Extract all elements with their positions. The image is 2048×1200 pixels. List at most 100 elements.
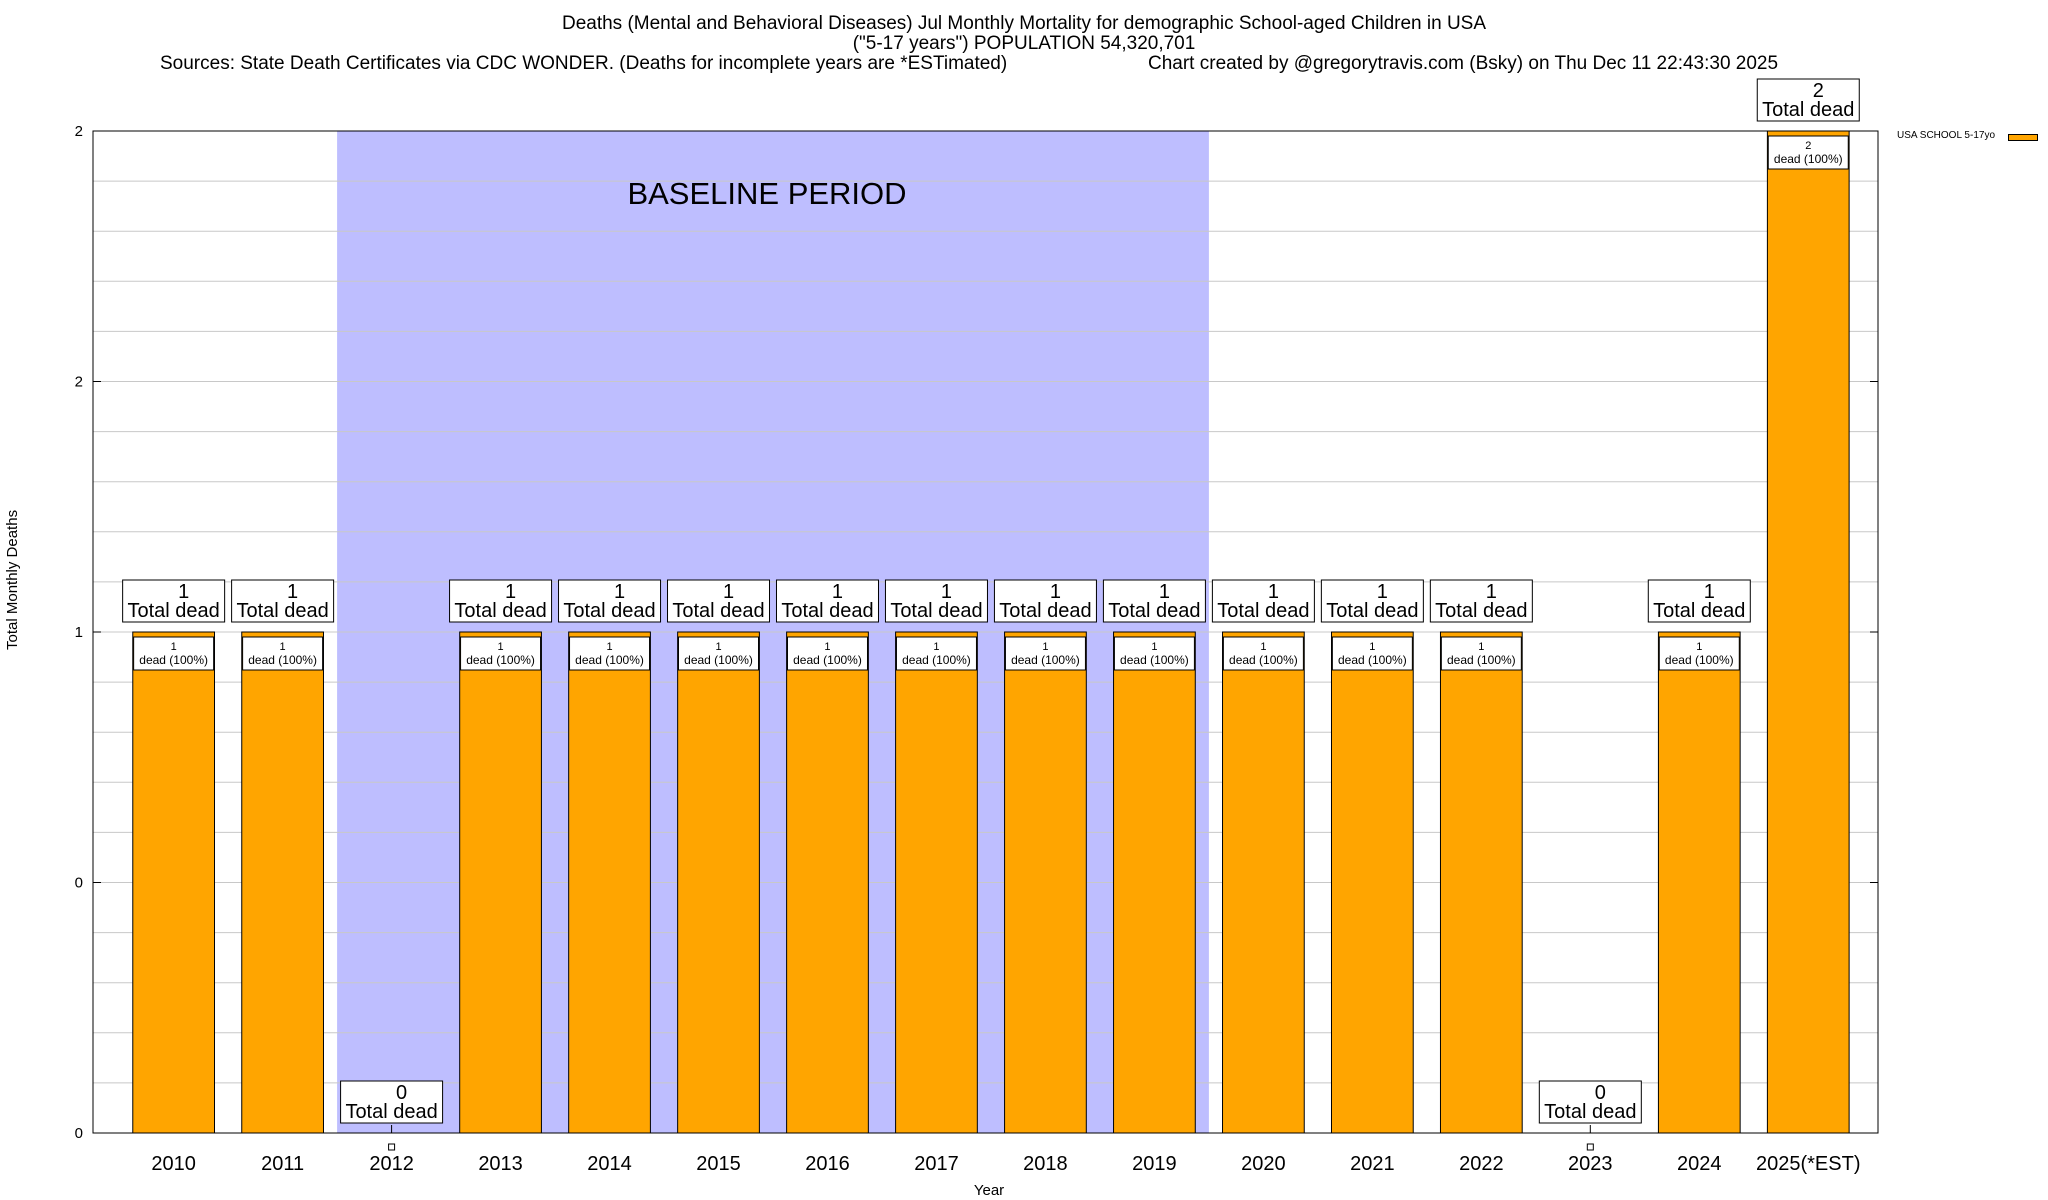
bar-total-label-box	[340, 1080, 444, 1124]
bar-inner-label-box	[1004, 636, 1086, 671]
bar-total-label: Total dead	[127, 600, 219, 622]
bar-total-label-box	[1647, 579, 1751, 623]
bar-total-value: 1	[1050, 581, 1061, 603]
bar-inner-label: dead (100%)	[1120, 653, 1189, 667]
bar	[1439, 631, 1523, 1134]
x-tick-label: 2013	[478, 1153, 523, 1175]
bar-total-label: Total dead	[1544, 1101, 1636, 1123]
y-axis-label: Total Monthly Deaths	[4, 509, 21, 650]
y-tick-label: 0	[75, 875, 83, 892]
x-tick-label: 2019	[1132, 1153, 1177, 1175]
x-axis-label: Year	[973, 1182, 1005, 1199]
y-tick-label: 1	[75, 624, 83, 641]
bar-inner-label: dead (100%)	[1447, 653, 1516, 667]
chart-credit: Chart created by @gregorytravis.com (Bsk…	[1148, 53, 1779, 74]
bar-inner-label: dead (100%)	[1665, 653, 1734, 667]
bar-total-value: 1	[1268, 581, 1279, 603]
bar-total-label-box	[1211, 579, 1315, 623]
bar-inner-count: 1	[1260, 641, 1266, 653]
x-tick-label: 2016	[805, 1153, 850, 1175]
bar-total-label-box	[1320, 579, 1424, 623]
bar-inner-count: 1	[280, 641, 286, 653]
bar-inner-count: 1	[1151, 641, 1157, 653]
x-tick-label: 2014	[587, 1153, 632, 1175]
y-tick-label: 0	[75, 1125, 83, 1142]
x-tick-label: 2015	[696, 1153, 741, 1175]
bar-total-label-box	[1102, 579, 1206, 623]
bar-inner-count: 2	[1805, 140, 1811, 152]
bar-inner-label-box	[1767, 135, 1849, 170]
bar-total-label: Total dead	[345, 1101, 437, 1123]
bar-total-label-box	[775, 579, 879, 623]
bar-total-label: Total dead	[781, 600, 873, 622]
bar-inner-label: dead (100%)	[1011, 653, 1080, 667]
chart-sources: Sources: State Death Certificates via CD…	[160, 53, 1008, 74]
bar-inner-count: 1	[1696, 641, 1702, 653]
bar	[568, 631, 651, 1134]
bar-total-label-box	[231, 579, 335, 623]
zero-marker	[388, 1143, 396, 1151]
bar-total-value: 1	[505, 581, 516, 603]
bar-total-label: Total dead	[236, 600, 328, 622]
x-tick-label: 2024	[1677, 1153, 1722, 1175]
bar-total-value: 1	[287, 581, 298, 603]
bar	[241, 631, 324, 1134]
bar-inner-label-box	[242, 636, 324, 671]
bar-total-value: 0	[1595, 1082, 1606, 1104]
bar-inner-label-box	[678, 636, 760, 671]
bar-inner-label: dead (100%)	[1774, 152, 1843, 166]
bar-total-label-box	[993, 579, 1097, 623]
bar-total-label: Total dead	[1653, 600, 1745, 622]
bar-total-label-box	[1756, 78, 1860, 122]
bar	[1222, 631, 1305, 1134]
bar-total-value: 1	[1377, 581, 1388, 603]
bar-inner-count: 1	[1478, 641, 1484, 653]
bar-total-label: Total dead	[563, 600, 655, 622]
chart-title-line2: ("5-17 years") POPULATION 54,320,701	[852, 33, 1196, 54]
bar-inner-label: dead (100%)	[793, 653, 862, 667]
x-tick-label: 2012	[369, 1153, 414, 1175]
bar-inner-count: 1	[824, 641, 830, 653]
bar-total-label: Total dead	[1326, 600, 1418, 622]
bar-inner-count: 1	[1042, 641, 1048, 653]
bar-total-label-box	[122, 579, 226, 623]
bar-total-label: Total dead	[1435, 600, 1527, 622]
bar-total-value: 1	[1704, 581, 1715, 603]
bar-inner-count: 1	[606, 641, 612, 653]
bar-inner-label: dead (100%)	[1229, 653, 1298, 667]
bar-inner-label-box	[569, 636, 651, 671]
bar-inner-label: dead (100%)	[466, 653, 535, 667]
bar	[677, 631, 760, 1134]
bar	[132, 631, 216, 1134]
bar-inner-label: dead (100%)	[902, 653, 971, 667]
bar-inner-label: dead (100%)	[684, 653, 753, 667]
zero-marker	[1586, 1143, 1594, 1151]
bar-total-value: 0	[396, 1082, 407, 1104]
bar-total-value: 1	[178, 581, 189, 603]
bar-total-value: 1	[1486, 581, 1497, 603]
bar-inner-label-box	[895, 636, 977, 671]
bar-inner-count: 1	[171, 641, 177, 653]
bar	[786, 631, 869, 1134]
bar-total-label: Total dead	[1108, 600, 1200, 622]
bar-total-label-box	[667, 579, 771, 623]
bar	[1330, 631, 1414, 1134]
bar-total-value: 1	[1159, 581, 1170, 603]
bar-inner-label-box	[786, 636, 868, 671]
bar-total-label-box	[884, 579, 988, 623]
bar-total-value: 1	[614, 581, 625, 603]
bar-total-label-box	[449, 579, 553, 623]
baseline-label: BASELINE PERIOD	[627, 176, 906, 211]
bar-inner-label-box	[1113, 636, 1195, 671]
bar-total-label: Total dead	[672, 600, 764, 622]
bar	[1113, 631, 1196, 1134]
bar-inner-label-box	[1331, 636, 1413, 671]
bar-total-label-box	[1429, 579, 1533, 623]
bar	[1004, 631, 1087, 1134]
bar	[895, 631, 978, 1134]
bar-inner-label-box	[133, 636, 215, 671]
chart-title-line1: Deaths (Mental and Behavioral Diseases) …	[561, 13, 1487, 34]
x-tick-label: 2025(*EST)	[1756, 1153, 1861, 1175]
bar-total-label: Total dead	[999, 600, 1091, 622]
bar-inner-label-box	[1440, 636, 1522, 671]
